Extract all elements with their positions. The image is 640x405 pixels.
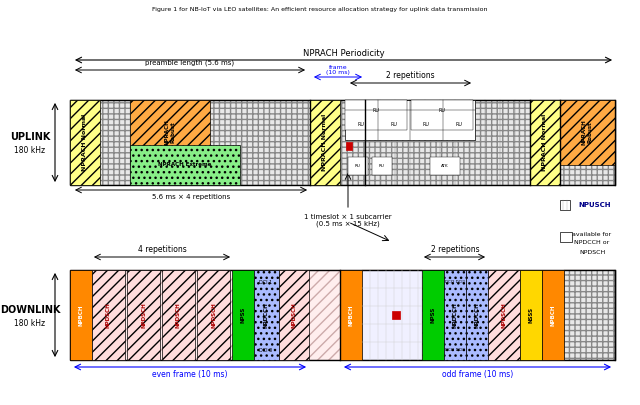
Text: NPSS: NPSS [431,307,435,323]
Text: NPDSCH: NPDSCH [106,302,111,328]
Bar [197,270,230,360]
Bar [70,270,615,360]
Bar [345,100,475,140]
Text: 180 kHz: 180 kHz [15,146,45,155]
Text: NPDCCH: NPDCCH [452,302,458,328]
Text: NPDCCH: NPDCCH [474,302,479,328]
Text: DCI3 DCI3: DCI3 DCI3 [445,348,465,352]
Text: NPBCH: NPBCH [550,304,556,326]
Bar [279,270,309,360]
Text: 4 repetitions: 4 repetitions [138,245,186,254]
Text: RU: RU [358,122,364,128]
Text: NPRACH Normal: NPRACH Normal [543,114,547,171]
Bar [130,145,240,185]
Bar [310,100,340,185]
Text: NPDSCH: NPDSCH [291,302,296,328]
Text: 2 repetitions: 2 repetitions [431,245,479,254]
Text: frame
(10 ms): frame (10 ms) [326,65,350,75]
Bar [70,100,615,185]
Text: available for: available for [572,232,612,237]
Text: DOWNLINK: DOWNLINK [0,305,60,315]
Bar [430,157,460,175]
Bar [162,270,195,360]
Text: (0.5 ms × 15 kHz): (0.5 ms × 15 kHz) [316,221,380,227]
Text: 180 kHz: 180 kHz [15,318,45,328]
Text: NPRACH Extreme: NPRACH Extreme [158,162,212,168]
Bar [530,100,560,185]
Bar [92,270,125,360]
Text: NPUSCH: NPUSCH [579,202,611,208]
Bar [560,100,615,165]
Bar [70,100,365,185]
Text: NPSS: NPSS [241,307,246,323]
Text: RU: RU [379,164,385,168]
Bar [130,100,210,165]
Bar [411,100,473,130]
Text: UPLINK: UPLINK [10,132,50,143]
Text: NPRACH Normal: NPRACH Normal [83,114,88,171]
Text: RU: RU [455,122,462,128]
Text: NPRACH Normal: NPRACH Normal [323,114,328,171]
Bar [422,270,444,360]
Text: preamble length (5.6 ms): preamble length (5.6 ms) [145,60,235,66]
Text: DCI 0: DCI 0 [259,347,273,352]
Bar [70,270,615,360]
Bar [564,270,615,360]
Text: NPDSCH: NPDSCH [211,302,216,328]
Bar [560,232,572,242]
Text: RU: RU [390,122,397,128]
Text: NPRACH
Robust: NPRACH Robust [582,119,593,145]
Bar [466,270,488,360]
Text: NPBCH: NPBCH [349,304,353,326]
Bar [346,142,352,150]
Text: NPDSCH: NPDSCH [141,302,146,328]
Bar [127,270,160,360]
Text: odd frame (10 ms): odd frame (10 ms) [442,369,514,379]
Text: Figure 1 for NB-IoT via LEO satellites: An efficient resource allocation strateg: Figure 1 for NB-IoT via LEO satellites: … [152,8,488,13]
Text: 5.6 ms × 4 repetitions: 5.6 ms × 4 repetitions [152,194,230,200]
Text: NPDSCH: NPDSCH [579,249,605,254]
Bar [232,270,254,360]
Text: NSSS: NSSS [529,307,534,323]
Bar [520,270,542,360]
Bar [444,270,466,360]
Bar [560,200,570,210]
Text: even frame (10 ms): even frame (10 ms) [152,369,228,379]
Text: DCI 1: DCI 1 [259,279,273,284]
Text: 2 repetitions: 2 repetitions [386,72,435,81]
Text: NPDSCH: NPDSCH [502,302,506,328]
Bar [340,270,362,360]
Text: NPRACH Periodicity: NPRACH Periodicity [303,49,385,58]
Text: NPBCH: NPBCH [79,304,83,326]
Bar [392,311,400,319]
Text: NPRACH
Robust: NPRACH Robust [164,119,175,145]
Bar [362,270,422,360]
Text: ATK: ATK [441,164,449,168]
Text: 1 timeslot × 1 subcarrier: 1 timeslot × 1 subcarrier [304,214,392,220]
Text: DCI2 DCI2: DCI2 DCI2 [445,280,465,284]
Bar [488,270,520,360]
Text: RU: RU [438,107,445,113]
Text: RU: RU [372,107,380,113]
Bar [372,157,392,175]
Bar [254,270,279,360]
Bar [348,157,368,175]
Text: NPDCCH: NPDCCH [264,302,269,328]
Text: NPDSCH: NPDSCH [176,302,181,328]
Bar [70,100,100,185]
Bar [542,270,564,360]
Bar [365,100,615,185]
Bar [70,270,92,360]
Text: NPDCCH or: NPDCCH or [574,241,610,245]
Text: RU: RU [355,164,361,168]
Text: RU: RU [422,122,429,128]
Bar [345,100,407,130]
